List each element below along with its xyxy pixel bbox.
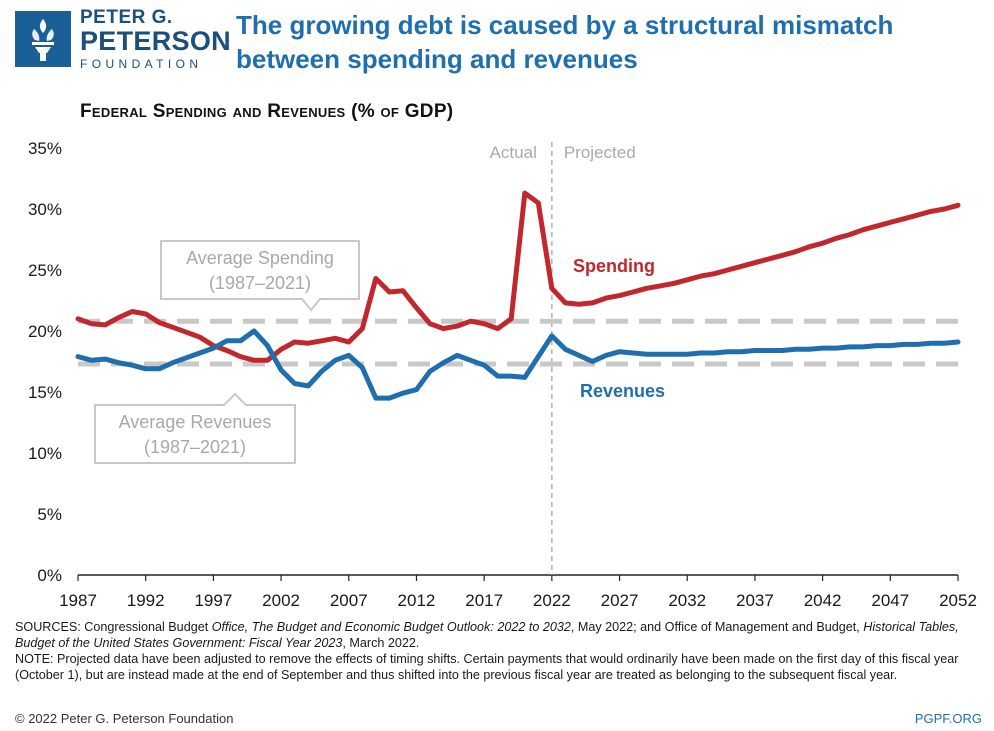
y-tick-label: 35% <box>28 139 62 158</box>
x-tick-label: 1987 <box>59 591 97 610</box>
average-spending-period: (1987–2021) <box>209 273 311 293</box>
sources-part-2: Office, The Budget and Economic Budget O… <box>211 620 571 634</box>
average-revenues-callout-box <box>94 392 296 464</box>
x-tick-label: 2052 <box>939 591 977 610</box>
logo-icon <box>15 11 71 67</box>
y-tick-label: 15% <box>28 383 62 402</box>
logo-line-3: FOUNDATION <box>80 57 203 71</box>
y-tick-label: 10% <box>28 444 62 463</box>
x-tick-label: 2032 <box>668 591 706 610</box>
logo-wordmark: PETER G. PETERSON FOUNDATION <box>80 8 231 70</box>
x-tick-label: 2017 <box>465 591 503 610</box>
sources-part-4: Historical Tables, Budget of the United … <box>15 620 959 650</box>
x-tick-label: 2012 <box>398 591 436 610</box>
average-spending-label: Average Spending <box>186 248 334 268</box>
x-tick-label: 1997 <box>194 591 232 610</box>
x-tick-label: 2022 <box>533 591 571 610</box>
line-chart: 0% 5% 10% 15% 20% 25% 30% 35% 1987 1992 1997 2002 20… <box>28 139 977 610</box>
x-tick-label: 1992 <box>127 591 165 610</box>
footer-site-link[interactable]: PGPF.ORG <box>914 711 982 726</box>
spending-line <box>75 190 961 363</box>
y-tick-label: 20% <box>28 322 62 341</box>
y-tick-label: 0% <box>37 566 62 585</box>
x-tick-label: 2042 <box>804 591 842 610</box>
revenues-series-label: Revenues <box>580 381 665 401</box>
sources-part-3: , May 2022; and Office of Management and… <box>570 620 864 634</box>
projected-label: Projected <box>564 143 636 162</box>
note-text: NOTE: Projected data have been adjusted … <box>15 652 959 682</box>
headline: The growing debt is caused by a structur… <box>236 10 894 74</box>
sources-part-5: , March 2022. <box>342 636 420 650</box>
average-revenues-label: Average Revenues <box>119 412 272 432</box>
x-tick-label: 2002 <box>262 591 300 610</box>
average-spending-callout-box <box>160 240 360 312</box>
sources-label: SOURCES: <box>15 620 85 634</box>
sources-part-1: Congressional Budget <box>84 620 212 634</box>
y-tick-label: 5% <box>37 505 62 524</box>
logo-line-1: PETER G. <box>80 7 173 28</box>
x-tick-label: 2047 <box>871 591 909 610</box>
sources-text: SOURCES: Congressional Budget Office, Th… <box>15 619 983 651</box>
x-tick-label: 2007 <box>330 591 368 610</box>
average-revenues-period: (1987–2021) <box>144 437 246 457</box>
actual-label: Actual <box>490 143 537 162</box>
y-tick-label: 25% <box>28 261 62 280</box>
y-tick-label: 30% <box>28 200 62 219</box>
spending-series-label: Spending <box>573 256 655 276</box>
x-tick-label: 2037 <box>736 591 774 610</box>
revenues-line <box>75 328 961 401</box>
footer-copyright: © 2022 Peter G. Peterson Foundation <box>15 711 234 726</box>
chart-title: Federal Spending and Revenues (% of GDP) <box>80 101 454 122</box>
logo-line-2: PETERSON <box>80 26 231 56</box>
sources-note: SOURCES: Congressional Budget Office, Th… <box>15 619 983 683</box>
x-tick-label: 2027 <box>601 591 639 610</box>
